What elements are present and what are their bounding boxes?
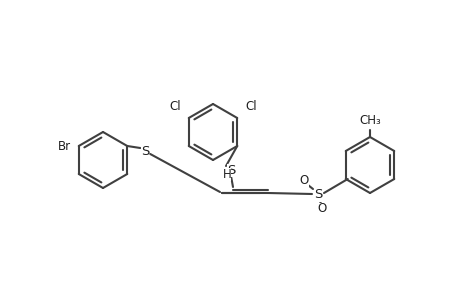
- Text: H: H: [222, 168, 231, 181]
- Text: S: S: [141, 145, 149, 158]
- Text: O: O: [299, 175, 308, 188]
- Text: CH₃: CH₃: [358, 114, 380, 127]
- Text: S: S: [313, 188, 321, 202]
- Text: Cl: Cl: [245, 100, 256, 113]
- Text: S: S: [226, 164, 235, 176]
- Text: Br: Br: [57, 140, 71, 152]
- Text: O: O: [317, 202, 326, 215]
- Text: Cl: Cl: [169, 100, 180, 113]
